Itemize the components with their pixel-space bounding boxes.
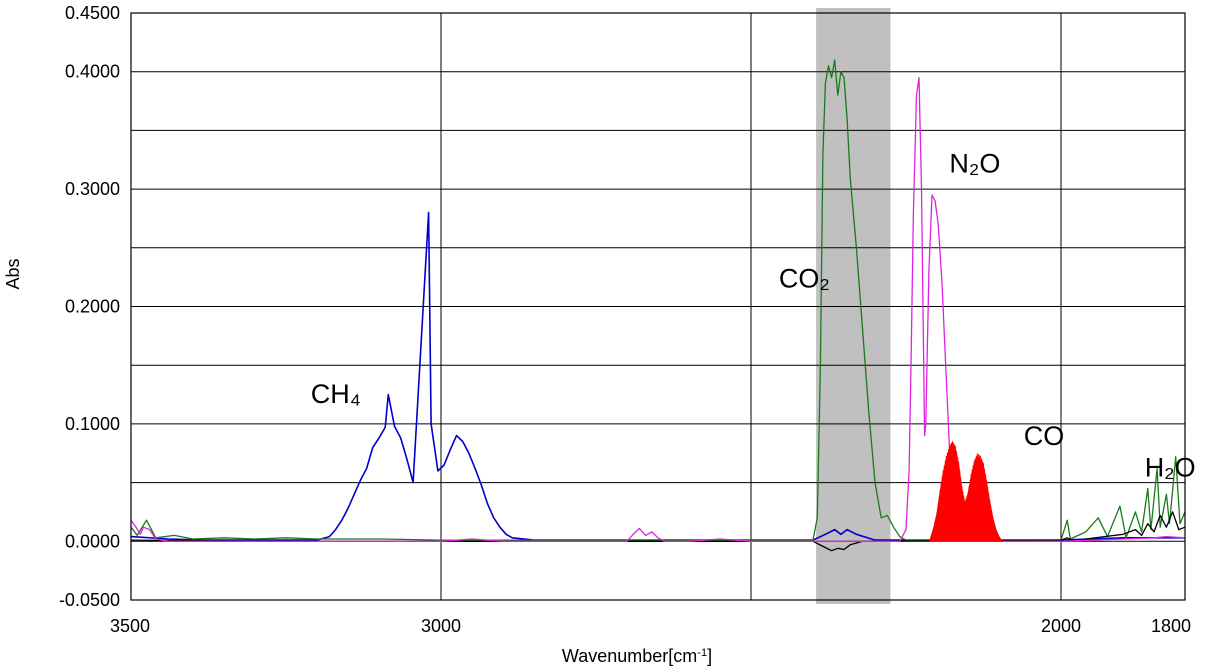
- y-tick-labels: 0.4500 0.4000 0.3000 0.2000 0.1000 0.0000 -0.0…: [59, 3, 120, 610]
- x-tick-label: 3000: [421, 616, 461, 636]
- y-tick-label: 0.2000: [65, 297, 120, 317]
- x-tick-labels: 3500 3000 2000 1800: [110, 616, 1191, 636]
- annotations: CH₄ CO₂ N₂O CO H₂O: [311, 149, 1196, 483]
- series-2-line: [130, 511, 1186, 552]
- grid-layer: [130, 12, 1186, 601]
- x-tick-label: 1800: [1151, 616, 1191, 636]
- compound-label: N₂O: [949, 149, 1000, 179]
- series-0-line: [130, 211, 1185, 541]
- plot-frame: [130, 12, 1186, 601]
- compound-label: CH₄: [311, 379, 361, 409]
- y-tick-label: -0.0500: [59, 590, 120, 610]
- x-axis-title-superscript: -1: [697, 647, 707, 659]
- plot-frame-layer: [130, 12, 1186, 601]
- x-tick-label: 3500: [110, 616, 150, 636]
- y-tick-label: 0.0000: [65, 531, 120, 551]
- y-tick-label: 0.1000: [65, 414, 120, 434]
- x-axis-title: Wavenumber[cm-1]: [562, 646, 712, 666]
- series-4-rot-lines: [930, 441, 1002, 542]
- y-axis-title: Abs: [3, 258, 23, 289]
- compound-label: CO: [1024, 421, 1065, 451]
- series-1-line: [130, 59, 1186, 541]
- compound-label: CO₂: [779, 264, 830, 294]
- x-tick-label: 2000: [1041, 616, 1081, 636]
- y-tick-label: 0.4000: [65, 62, 120, 82]
- compound-label: H₂O: [1145, 453, 1196, 483]
- x-axis-title-suffix: ]: [707, 646, 712, 666]
- y-tick-label: 0.4500: [65, 3, 120, 23]
- x-axis-title-main: Wavenumber[cm: [562, 646, 697, 666]
- y-tick-label: 0.3000: [65, 179, 120, 199]
- series-3-line: [130, 76, 1186, 542]
- series-layer: [130, 59, 1186, 552]
